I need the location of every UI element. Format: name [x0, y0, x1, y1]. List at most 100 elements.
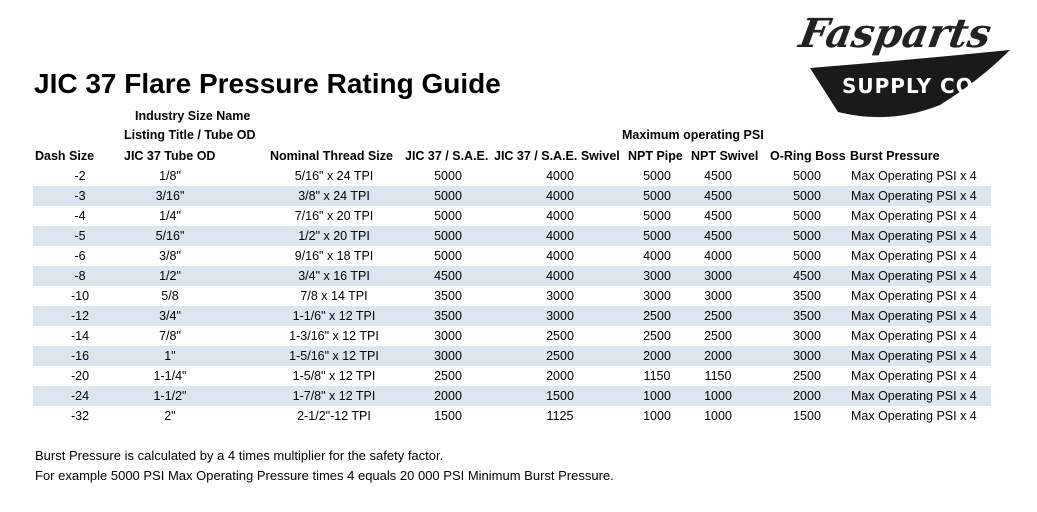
- cell: -8: [74, 269, 86, 283]
- cell: Max Operating PSI x 4: [851, 409, 977, 423]
- cell: 1-1/6" x 12 TPI: [292, 309, 376, 323]
- cell: -3: [74, 189, 86, 203]
- super-header: Listing Title / Tube OD: [124, 128, 256, 142]
- cell: 1/8": [159, 169, 181, 183]
- cell: 4000: [546, 249, 574, 263]
- cell: 1000: [704, 409, 732, 423]
- cell: -20: [70, 369, 90, 383]
- cell: 4000: [643, 249, 671, 263]
- cell: Max Operating PSI x 4: [851, 349, 977, 363]
- cell: 3/16": [155, 189, 185, 203]
- cell: -4: [74, 209, 86, 223]
- logo-subtext: SUPPLY CO.: [842, 74, 982, 98]
- cell: Max Operating PSI x 4: [851, 329, 977, 343]
- column-header: JIC 37 Tube OD: [124, 149, 216, 163]
- cell: 4500: [704, 209, 732, 223]
- cell: 2500: [546, 349, 574, 363]
- cell: -2: [74, 169, 86, 183]
- row-band: [33, 346, 991, 366]
- column-header: Dash Size: [35, 149, 95, 163]
- cell: 5000: [643, 229, 671, 243]
- cell: Max Operating PSI x 4: [851, 209, 977, 223]
- cell: Max Operating PSI x 4: [851, 389, 977, 403]
- cell: Max Operating PSI x 4: [851, 289, 977, 303]
- cell: -16: [70, 349, 90, 363]
- cell: 2000: [793, 389, 821, 403]
- cell: 3000: [643, 269, 671, 283]
- cell: -6: [74, 249, 86, 263]
- cell: 2500: [434, 369, 462, 383]
- cell: 5000: [434, 189, 462, 203]
- column-header: JIC 37 / S.A.E. Swivel: [494, 149, 620, 163]
- cell: 3500: [793, 309, 821, 323]
- row-band: [33, 306, 991, 326]
- column-header: NPT Pipe: [628, 149, 683, 163]
- cell: 2": [164, 409, 176, 423]
- cell: 1-7/8" x 12 TPI: [292, 389, 376, 403]
- column-header: JIC 37 / S.A.E.: [405, 149, 489, 163]
- cell: 3000: [643, 289, 671, 303]
- cell: 7/8 x 14 TPI: [300, 289, 368, 303]
- cell: 3000: [434, 329, 462, 343]
- cell: 4500: [704, 189, 732, 203]
- cell: 1/2": [159, 269, 181, 283]
- cell: Max Operating PSI x 4: [851, 369, 977, 383]
- cell: Max Operating PSI x 4: [851, 309, 977, 323]
- group-header: Maximum operating PSI: [622, 128, 764, 142]
- column-header: Burst Pressure: [850, 149, 940, 163]
- cell: 7/16" x 20 TPI: [294, 209, 374, 223]
- cell: 1-1/2": [153, 389, 187, 403]
- row-band: [33, 266, 991, 286]
- cell: 4500: [793, 269, 821, 283]
- cell: -5: [74, 229, 86, 243]
- column-header: Nominal Thread Size: [270, 149, 393, 163]
- cell: 5000: [793, 249, 821, 263]
- cell: 3000: [546, 289, 574, 303]
- cell: 2500: [643, 309, 671, 323]
- cell: 1-1/4": [153, 369, 187, 383]
- cell: 3000: [434, 349, 462, 363]
- note: Burst Pressure is calculated by a 4 time…: [35, 448, 444, 463]
- cell: 3000: [793, 349, 821, 363]
- cell: 5000: [793, 189, 821, 203]
- cell: 5/16" x 24 TPI: [294, 169, 374, 183]
- cell: Max Operating PSI x 4: [851, 169, 977, 183]
- cell: 1000: [704, 389, 732, 403]
- row-band: [33, 186, 991, 206]
- cell: 4000: [546, 209, 574, 223]
- cell: 3000: [704, 289, 732, 303]
- title: JIC 37 Flare Pressure Rating Guide: [34, 68, 501, 99]
- column-header: NPT Swivel: [691, 149, 759, 163]
- cell: 3/4": [159, 309, 181, 323]
- cell: 3/4" x 16 TPI: [298, 269, 370, 283]
- cell: 1150: [704, 369, 732, 383]
- cell: 4500: [704, 169, 732, 183]
- cell: 2500: [704, 309, 732, 323]
- cell: 2000: [704, 349, 732, 363]
- cell: 1-5/8" x 12 TPI: [292, 369, 376, 383]
- cell: 1125: [546, 409, 574, 423]
- cell: 1-3/16" x 12 TPI: [289, 329, 379, 343]
- cell: 1": [164, 349, 176, 363]
- cell: 3000: [704, 269, 732, 283]
- cell: 3000: [793, 329, 821, 343]
- cell: 2000: [546, 369, 574, 383]
- cell: 5000: [793, 229, 821, 243]
- row-band: [33, 226, 991, 246]
- cell: 2-1/2"-12 TPI: [297, 409, 371, 423]
- cell: 4500: [704, 229, 732, 243]
- cell: -24: [70, 389, 90, 403]
- cell: 4000: [704, 249, 732, 263]
- cell: 3500: [434, 309, 462, 323]
- cell: 5000: [434, 229, 462, 243]
- cell: 2500: [793, 369, 821, 383]
- cell: -12: [70, 309, 90, 323]
- cell: 3/8": [159, 249, 181, 263]
- cell: 2000: [434, 389, 462, 403]
- column-header: O-Ring Boss: [770, 149, 846, 163]
- cell: -14: [70, 329, 90, 343]
- cell: 5000: [643, 169, 671, 183]
- cell: 5000: [434, 169, 462, 183]
- cell: Max Operating PSI x 4: [851, 229, 977, 243]
